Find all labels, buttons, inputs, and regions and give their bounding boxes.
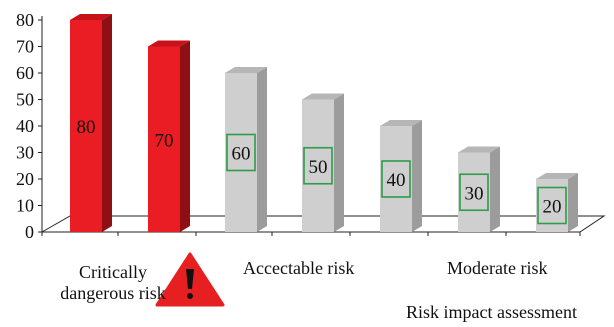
y-tick-label: 40 [16,116,34,136]
data-label-box [303,146,333,185]
bars-group: 80 70 60 50 40 30 20 [70,14,578,232]
y-tick-label: 50 [16,90,34,110]
data-label: 70 [155,130,174,151]
data-label: 80 [77,117,96,138]
bar: 70 [148,40,190,232]
y-tick-label: 70 [16,37,34,57]
data-label: 20 [543,197,562,218]
bar: 20 [536,173,578,232]
bar-top [70,14,112,20]
bar: 60 [225,67,267,232]
bar-side [490,146,500,232]
y-tick-label: 80 [16,10,34,30]
bar: 40 [380,120,422,232]
bar-front [70,20,102,232]
bar-front [148,46,180,232]
bar-top [380,120,422,126]
group-label-critically-line2: dangerous risk [60,283,166,303]
data-label-box [537,186,567,225]
warning-exclamation-stroke [186,269,194,289]
bar-side [334,93,344,232]
warning-triangle-icon [155,252,225,307]
data-label: 40 [387,170,406,191]
data-label-box [226,133,256,172]
data-label: 30 [465,183,484,204]
bar: 80 [70,14,112,232]
bar-side [180,40,190,232]
group-label-acceptable-risk: Accectable risk [243,258,355,278]
group-label-moderate-risk: Moderate risk [447,258,548,278]
y-tick-label: 0 [25,222,34,242]
bar-side [257,67,267,232]
group-label-critically-dangerous: Critically dangerous risk [52,262,174,304]
y-tick-label: 20 [16,169,34,189]
bar-top [302,93,344,100]
y-tick-label: 10 [16,196,34,216]
y-axis: 0 10 20 30 40 50 60 70 80 [16,10,43,242]
data-label-box [381,160,411,198]
bar-top [225,67,267,73]
footer-label: Risk impact assessment [406,302,577,322]
bar: 30 [458,146,500,232]
group-label-critically-line1: Critically [79,262,147,282]
bar-side [412,120,422,232]
data-label: 60 [232,144,251,165]
bar: 50 [302,93,344,232]
bar-side [102,14,112,232]
bar-side [568,173,578,232]
data-label-box [459,173,489,212]
warning-exclamation-dot [187,293,193,299]
y-tick-label: 60 [16,63,34,83]
bar-top [148,40,190,47]
y-tick-label: 30 [16,143,34,163]
bar-top [458,146,500,153]
data-label: 50 [309,157,328,178]
bar-top [536,173,578,179]
